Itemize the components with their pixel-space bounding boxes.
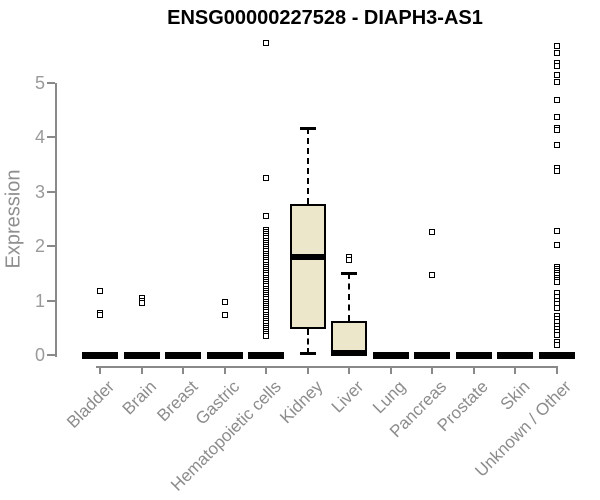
outlier-point [553, 62, 560, 69]
x-tick [99, 366, 101, 374]
x-tick [182, 366, 184, 374]
x-tick [514, 366, 516, 374]
x-axis-line [96, 366, 558, 368]
y-tick-label: 4 [34, 127, 45, 147]
outlier-point [263, 213, 269, 220]
y-tick-label: 0 [34, 345, 45, 365]
outlier-point [221, 312, 228, 319]
outlier-point [553, 342, 560, 349]
boxplot-collapsed-box [497, 351, 533, 359]
y-axis-line [55, 82, 57, 357]
x-tick-label: Liver [327, 377, 368, 417]
outlier-point [429, 271, 435, 278]
x-tick [472, 366, 475, 374]
x-tick [306, 366, 309, 374]
x-tick-label: Bladder [63, 377, 119, 432]
outlier-point [263, 332, 269, 339]
outlier-point [553, 227, 560, 234]
x-tick [140, 366, 143, 374]
outlier-point [97, 312, 103, 319]
outlier-point [429, 228, 435, 235]
whisker-lower-cap [299, 352, 316, 356]
x-tick [389, 366, 392, 374]
boxplot-median [289, 253, 326, 260]
boxplot-collapsed-box [455, 351, 492, 359]
outlier-point [553, 42, 560, 49]
outlier-point [553, 78, 560, 85]
outlier-point [263, 174, 269, 181]
outlier-point [553, 241, 560, 248]
boxplot-collapsed-box [248, 351, 284, 359]
y-tick-label: 3 [34, 181, 45, 202]
boxplot-collapsed-box [372, 351, 409, 359]
outlier-point [553, 49, 560, 56]
outlier-point [263, 40, 269, 47]
whisker-lower [306, 328, 309, 354]
x-tick [348, 366, 350, 374]
boxplot-collapsed-box [414, 351, 450, 359]
outlier-point [553, 96, 560, 103]
outlier-point [553, 142, 560, 149]
outlier-point [553, 71, 560, 78]
y-tick-label: 1 [34, 290, 45, 311]
boxplot-collapsed-box [165, 351, 201, 359]
outlier-point [553, 114, 560, 121]
boxplot-box [289, 204, 326, 329]
y-tick-label: 5 [34, 72, 45, 93]
boxplot-collapsed-box [206, 351, 243, 359]
outlier-point [221, 299, 228, 306]
whisker-upper [306, 128, 309, 205]
x-tick [555, 366, 558, 374]
outlier-point [138, 299, 145, 306]
outlier-point [553, 305, 560, 312]
whisker-upper [348, 273, 350, 321]
y-tick [47, 136, 55, 138]
boxplot-collapsed-box [82, 351, 118, 359]
outlier-point [553, 168, 560, 175]
chart-title: ENSG00000227528 - DIAPH3-AS1 [167, 7, 483, 29]
y-tick [47, 81, 55, 84]
y-tick [47, 245, 55, 247]
boxplot-median [331, 350, 367, 357]
x-tick-label: Kidney [275, 377, 326, 428]
boxplot-collapsed-box [538, 351, 575, 359]
y-tick [47, 190, 55, 193]
outlier-point [346, 257, 352, 264]
y-tick-label: 2 [34, 236, 45, 256]
y-tick [47, 354, 55, 356]
outlier-point [97, 287, 103, 294]
boxplot-collapsed-box [123, 351, 160, 359]
whisker-upper-cap [299, 126, 316, 130]
whisker-upper-cap [341, 271, 357, 275]
x-tick [431, 366, 433, 374]
outlier-point [553, 127, 560, 134]
y-tick [47, 299, 55, 302]
outlier-point [553, 332, 560, 339]
outlier-point [553, 278, 560, 285]
x-tick [265, 366, 267, 374]
x-tick [223, 366, 226, 374]
